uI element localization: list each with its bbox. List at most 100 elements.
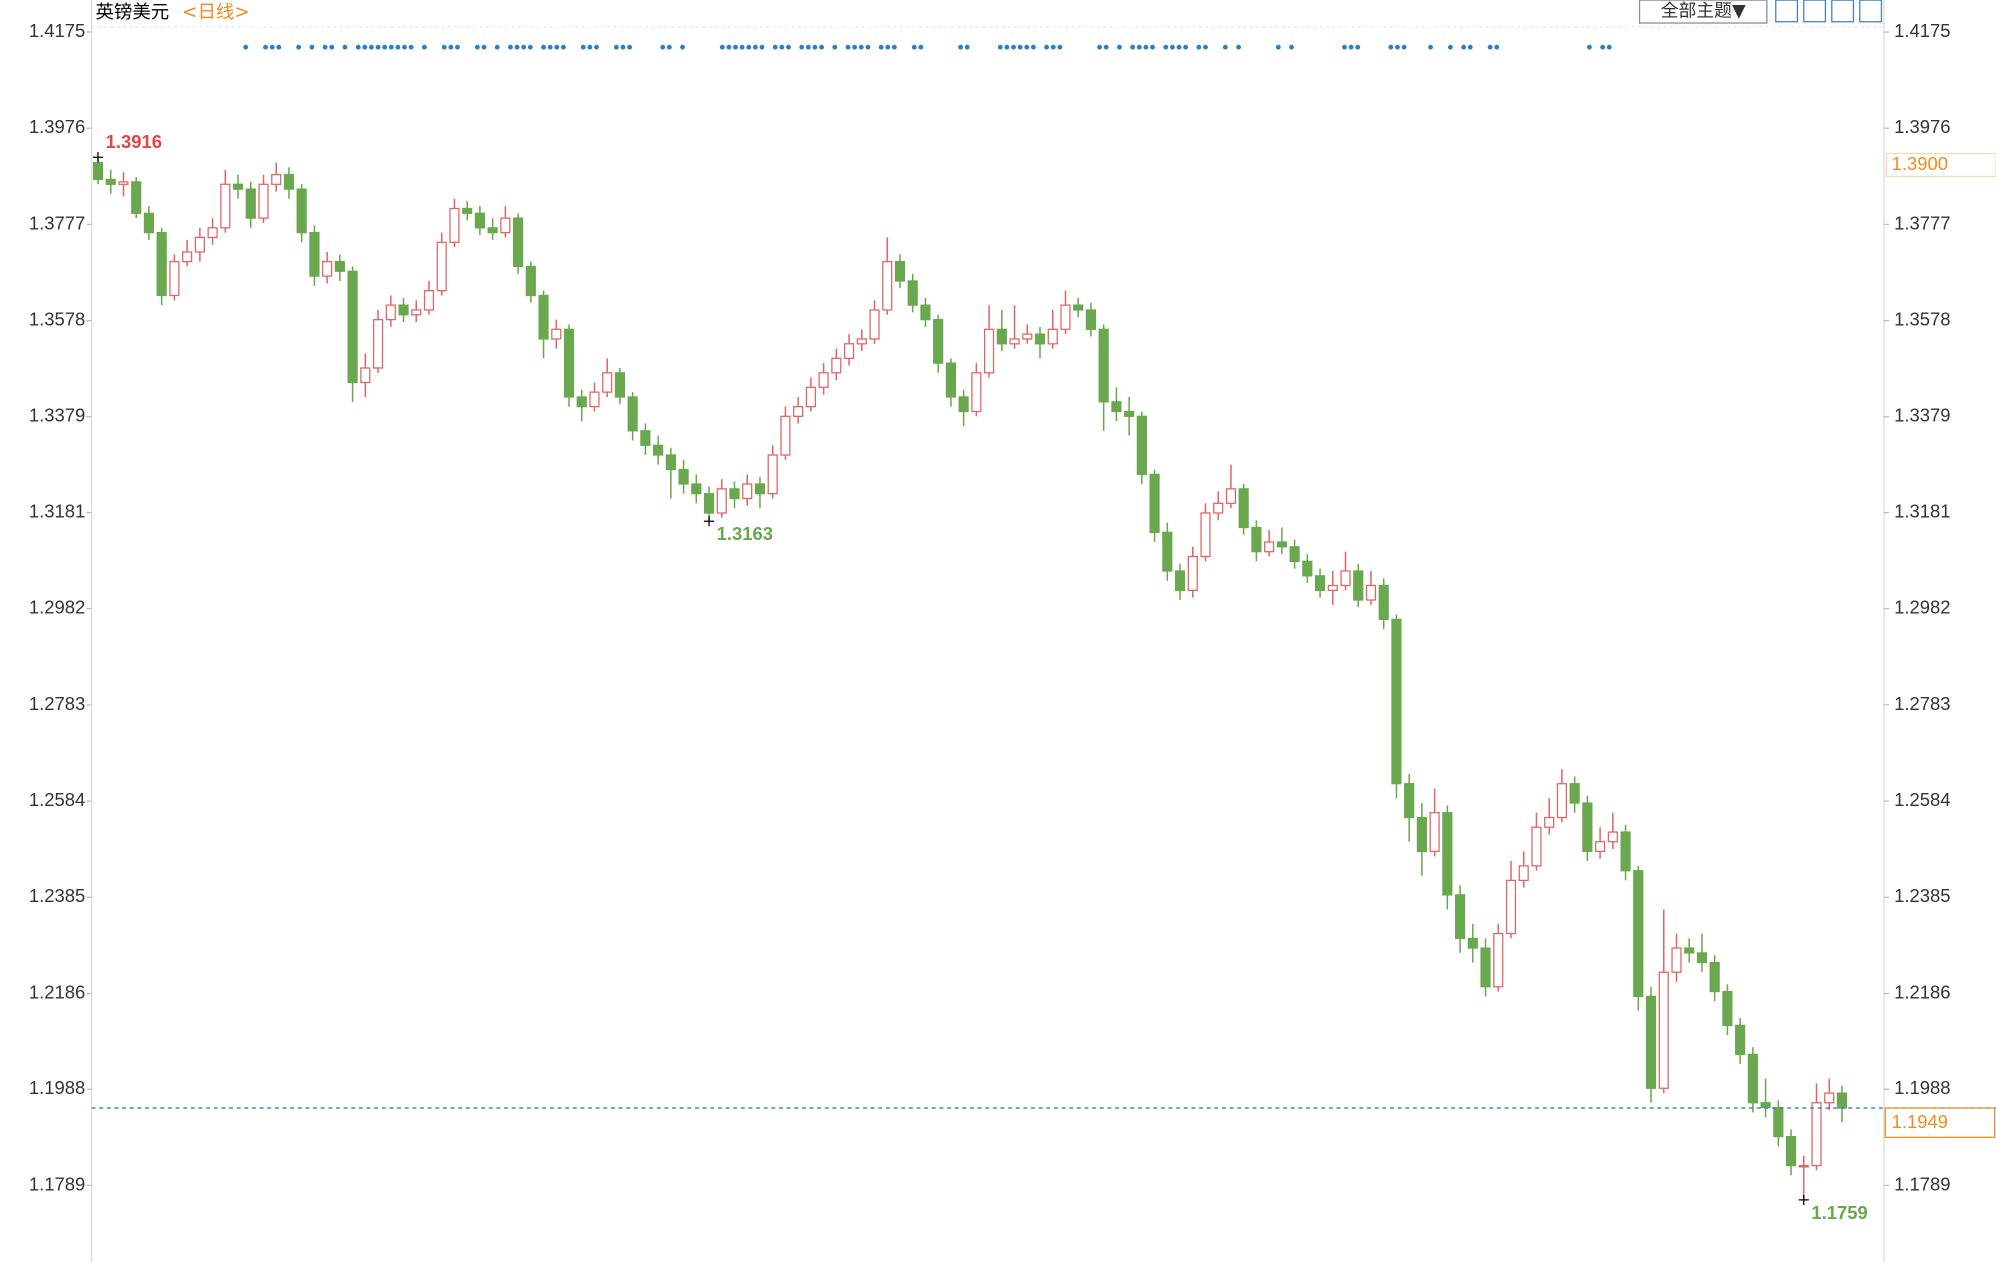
y2-tick-label: 1.4175 xyxy=(1894,20,1950,41)
candle-body xyxy=(1264,541,1275,553)
event-dot xyxy=(1586,44,1592,50)
tool-icon[interactable] xyxy=(1775,0,1799,23)
candle-body xyxy=(831,357,842,374)
event-dot xyxy=(263,44,268,50)
event-dot xyxy=(514,44,520,50)
event-dot xyxy=(1401,44,1407,50)
candle-body xyxy=(1073,304,1084,311)
candle-body xyxy=(436,241,447,292)
event-dot xyxy=(819,44,824,50)
candle-body xyxy=(1658,971,1669,1089)
y2-tick-label: 1.2783 xyxy=(1894,693,1950,714)
event-dot xyxy=(1176,44,1182,50)
event-dot xyxy=(508,44,513,50)
candle-body xyxy=(678,468,689,485)
event-dot xyxy=(527,44,533,50)
candle-body xyxy=(818,372,829,388)
last-price-label: 1.1949 xyxy=(1892,1111,1948,1132)
period-label: <日线> xyxy=(182,2,250,23)
theme-button[interactable] xyxy=(1638,0,1768,24)
event-dot xyxy=(395,44,401,50)
candle-body xyxy=(742,483,753,500)
candle-body xyxy=(983,328,995,374)
event-dot xyxy=(1447,44,1453,50)
event-dot xyxy=(1050,44,1056,50)
event-dot xyxy=(739,44,745,50)
tool-icon[interactable] xyxy=(1859,0,1883,23)
candle-body xyxy=(513,217,524,268)
candle-body xyxy=(1187,555,1198,591)
reference-price-label: 1.3900 xyxy=(1892,153,1948,174)
event-dot xyxy=(812,44,818,50)
candle-body xyxy=(283,173,295,190)
tool-icon[interactable] xyxy=(1803,0,1827,23)
theme-button-label[interactable]: 全部主题▼ xyxy=(1661,1,1746,22)
candle-body xyxy=(1111,401,1122,413)
event-dot xyxy=(1130,44,1136,50)
y-tick-label: 1.2385 xyxy=(29,885,85,906)
y-tick-label: 1.3976 xyxy=(29,116,85,137)
event-dot xyxy=(746,44,752,50)
event-dot xyxy=(858,44,864,50)
event-dot xyxy=(627,44,633,50)
event-dot xyxy=(1183,44,1189,50)
candle-body xyxy=(1289,546,1300,562)
candle-body xyxy=(232,183,244,190)
chart-title: 英镑美元 xyxy=(95,2,169,23)
candle-body xyxy=(1645,995,1657,1089)
candle-body xyxy=(1747,1053,1758,1104)
candle-body xyxy=(1798,1164,1809,1168)
candle-body xyxy=(653,444,664,456)
candle-body xyxy=(1200,512,1211,558)
y-tick-label: 1.3777 xyxy=(29,212,85,233)
candle-body xyxy=(182,251,193,263)
event-dot xyxy=(474,44,480,50)
event-dot xyxy=(1150,44,1155,50)
candle-body xyxy=(933,319,944,364)
event-dot xyxy=(832,44,838,50)
event-dot xyxy=(1163,44,1169,50)
y-tick-label: 1.2186 xyxy=(29,981,85,1002)
candle-body xyxy=(1760,1102,1771,1109)
candle-body xyxy=(118,181,129,185)
candle-body xyxy=(767,454,778,495)
y2-tick-label: 1.3181 xyxy=(1894,500,1950,521)
event-dot xyxy=(342,44,348,50)
candle-body xyxy=(1009,338,1020,345)
tool-icon[interactable] xyxy=(1831,0,1855,23)
event-dot xyxy=(613,44,619,50)
event-dot xyxy=(1169,44,1175,50)
candle-body xyxy=(1709,961,1720,993)
event-dot xyxy=(1222,44,1228,50)
event-dot xyxy=(594,44,599,50)
event-dot xyxy=(1004,44,1010,50)
event-dot xyxy=(805,44,811,50)
event-dot xyxy=(1117,44,1122,50)
candle-body xyxy=(945,362,956,398)
candle-body xyxy=(1442,812,1453,896)
candle-body xyxy=(1391,618,1402,785)
candle-body xyxy=(894,260,906,282)
y-tick-label: 1.3181 xyxy=(29,500,85,521)
event-dot xyxy=(779,44,785,50)
candle-body xyxy=(1416,816,1427,853)
event-dot xyxy=(799,44,805,50)
event-dot xyxy=(620,44,626,50)
candle-body xyxy=(971,372,982,413)
candle-body xyxy=(640,430,651,446)
candle-body xyxy=(156,231,167,297)
candle-body xyxy=(729,488,740,500)
event-dot xyxy=(243,44,249,50)
candle-body xyxy=(614,372,626,398)
candle-body xyxy=(843,343,855,359)
candle-body xyxy=(1836,1092,1848,1109)
candle-body xyxy=(1824,1092,1835,1104)
event-dot xyxy=(885,44,891,50)
event-dot xyxy=(1097,44,1103,50)
candle-body xyxy=(1671,947,1682,973)
event-dot xyxy=(964,44,970,50)
event-dot xyxy=(421,44,427,50)
event-dot xyxy=(1196,44,1202,50)
candle-body xyxy=(207,227,218,239)
event-dot xyxy=(1203,44,1208,50)
